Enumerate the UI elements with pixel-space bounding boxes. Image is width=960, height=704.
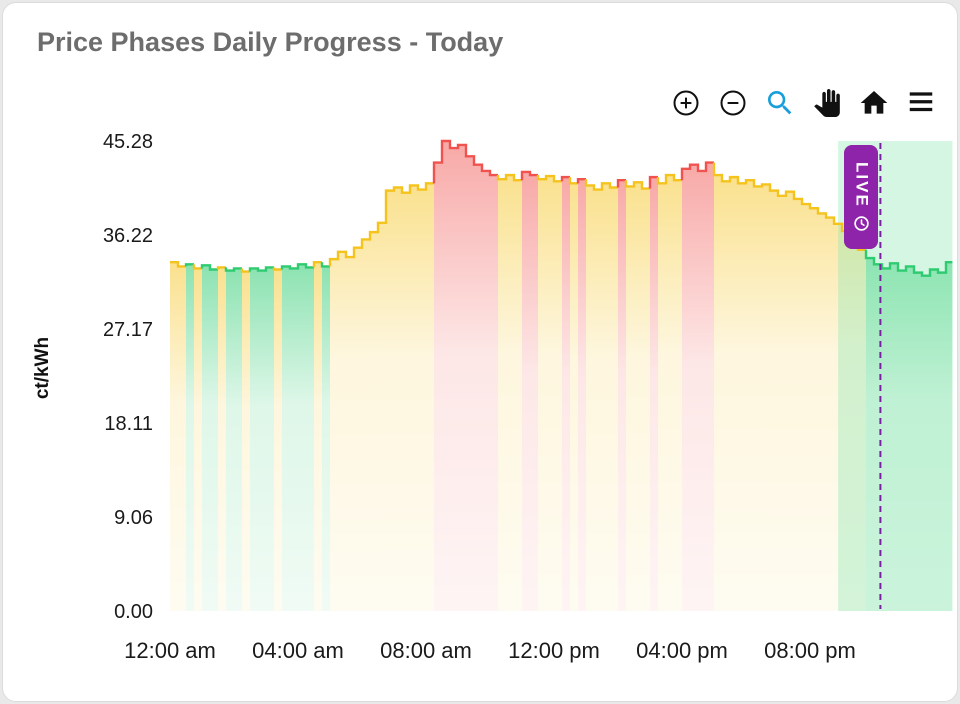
phase-area-g xyxy=(250,267,274,611)
phase-line-g xyxy=(200,264,218,271)
phase-area-r xyxy=(434,141,498,611)
phase-line-y xyxy=(584,179,618,191)
live-badge-label: LIVE xyxy=(852,162,872,208)
phase-area-r xyxy=(578,179,586,611)
phase-line-y xyxy=(192,264,202,270)
phase-area-y xyxy=(314,262,322,611)
y-tick-label: 45.28 xyxy=(103,131,153,153)
phase-line-g xyxy=(864,249,953,277)
phase-area-y xyxy=(658,175,682,611)
y-tick-label: 0.00 xyxy=(114,601,153,623)
phase-area-y xyxy=(714,175,866,611)
pan-hand-icon xyxy=(814,89,840,117)
phase-area-g xyxy=(322,266,330,611)
live-badge: LIVE xyxy=(844,145,879,249)
phase-line-y xyxy=(496,173,522,182)
y-tick-label: 27.17 xyxy=(103,319,153,341)
phase-line-y xyxy=(624,180,650,190)
phase-line-y xyxy=(170,261,186,268)
pan-button[interactable] xyxy=(811,87,843,119)
page-title: Price Phases Daily Progress - Today xyxy=(37,27,504,57)
phase-area-y xyxy=(570,183,578,611)
phase-area-g xyxy=(186,264,194,611)
phase-line-y xyxy=(568,177,578,185)
phase-line-r xyxy=(560,175,570,182)
phase-area-y xyxy=(218,267,226,611)
x-tick-label: 12:00 pm xyxy=(508,638,600,663)
x-tick-label: 12:00 am xyxy=(124,638,216,663)
home-button[interactable] xyxy=(858,87,890,119)
phase-area-g xyxy=(202,265,218,611)
box-zoom-icon xyxy=(768,91,792,115)
phase-area-g xyxy=(226,268,242,611)
phase-area-r xyxy=(650,177,658,612)
menu-button[interactable] xyxy=(905,87,937,119)
phase-area-g xyxy=(866,258,953,611)
y-tick-label: 36.22 xyxy=(103,225,153,247)
phase-area-r xyxy=(522,171,538,611)
phase-line-r xyxy=(648,175,658,189)
phase-area-y xyxy=(538,176,562,611)
phase-area-y xyxy=(626,182,650,612)
phase-line-r xyxy=(520,170,538,181)
phase-area-g xyxy=(282,264,314,611)
phase-line-y xyxy=(312,261,322,268)
y-axis-label: ct/kWh xyxy=(32,336,53,400)
phase-line-g xyxy=(320,262,330,268)
phase-area-r xyxy=(562,177,570,612)
phase-line-y xyxy=(216,266,226,270)
phase-line-r xyxy=(432,139,498,184)
phase-line-y xyxy=(240,268,250,273)
phase-line-y xyxy=(272,267,282,271)
phase-area-r xyxy=(682,162,714,612)
phase-area-y xyxy=(170,262,186,611)
zoom-out-icon xyxy=(720,90,746,116)
price-phases-chart[interactable]: 45.28 36.22 27.17 18.11 9.06 0.00 12:00 am 04:0… xyxy=(3,3,957,701)
x-tick-label: 04:00 pm xyxy=(636,638,728,663)
phase-line-y xyxy=(656,173,682,185)
phase-line-y xyxy=(536,174,562,183)
phase-area-r xyxy=(618,180,626,611)
phase-line-r xyxy=(680,161,714,181)
phase-line-g xyxy=(280,263,314,270)
phase-area-y xyxy=(498,175,522,611)
x-tick-label: 08:00 pm xyxy=(764,638,856,663)
y-tick-label: 18.11 xyxy=(104,413,153,435)
phase-area-y xyxy=(330,183,434,611)
zoom-in-icon xyxy=(673,90,699,116)
phase-area-y xyxy=(586,183,618,611)
phase-area-y xyxy=(274,269,282,611)
chart-toolbar xyxy=(670,87,937,119)
phase-area-y xyxy=(194,268,202,611)
phase-line-y xyxy=(328,182,434,267)
clock-icon xyxy=(854,216,869,231)
menu-icon xyxy=(909,92,933,112)
phase-line-g xyxy=(248,266,274,272)
phase-line-r xyxy=(576,177,586,184)
zoom-out-button[interactable] xyxy=(717,87,749,119)
x-tick-label: 04:00 am xyxy=(252,638,344,663)
x-tick-label: 08:00 am xyxy=(380,638,472,663)
phase-line-g xyxy=(184,263,194,267)
phase-line-r xyxy=(616,179,626,188)
y-tick-label: 9.06 xyxy=(114,507,153,529)
phase-line-g xyxy=(224,267,242,272)
phase-area-y xyxy=(242,271,250,611)
phase-line-y xyxy=(712,162,866,251)
zoom-in-button[interactable] xyxy=(670,87,702,119)
home-icon xyxy=(860,91,888,114)
box-zoom-button[interactable] xyxy=(764,87,796,119)
